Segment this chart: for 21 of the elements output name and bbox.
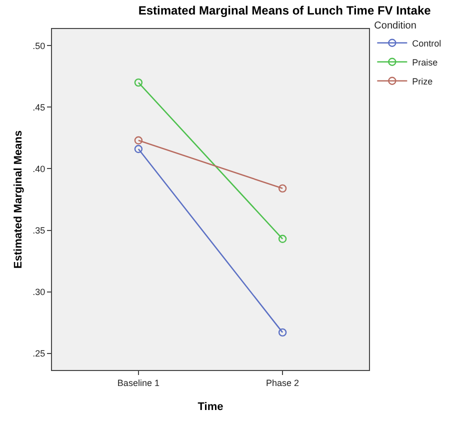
legend-label: Control — [412, 38, 442, 48]
legend-label: Praise — [412, 57, 438, 68]
point — [278, 184, 287, 193]
y-tick-label: .45 — [32, 102, 46, 112]
chart-title: Estimated Marginal Means of Lunch Time FV Intake — [138, 4, 432, 18]
y-tick-label: .30 — [32, 286, 46, 297]
y-tick-label: .25 — [32, 348, 46, 359]
x-tick-label: Baseline 1 — [117, 378, 160, 388]
point — [278, 234, 287, 243]
x-axis-title: Time — [198, 401, 224, 413]
point — [278, 328, 287, 337]
legend-label: Prize — [412, 76, 433, 86]
x-tick-label: Phase 2 — [266, 378, 300, 388]
y-tick-label: .40 — [32, 164, 46, 174]
y-axis-title: Estimated Marginal Means — [12, 130, 24, 269]
y-tick-label: .35 — [32, 225, 46, 236]
point — [134, 78, 143, 87]
point — [134, 136, 143, 145]
y-tick-label: .50 — [32, 40, 46, 51]
point — [134, 144, 143, 154]
legend-title: Condition — [374, 20, 416, 32]
